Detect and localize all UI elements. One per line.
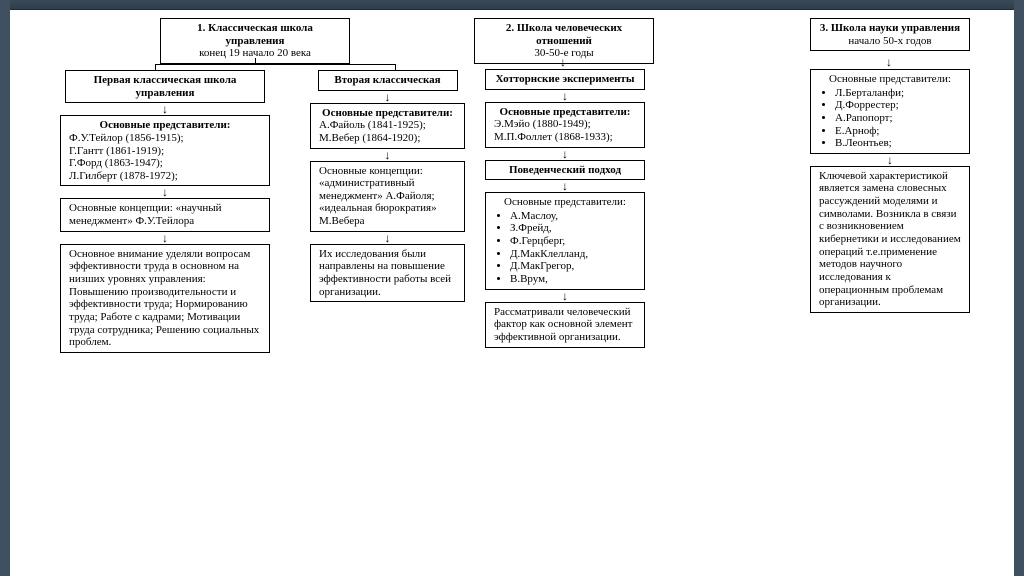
school3-reps-list: Л.Берталанфи; Д.Форрестер; А.Рапопорт; Е… [819, 87, 961, 150]
school1-title: 1. Классическая школа управления [169, 22, 341, 47]
school2-reps: Основные представители: Э.Мэйо (1880-194… [485, 102, 645, 148]
arrow-down-icon: ↓ [162, 186, 168, 198]
arrow-down-icon: ↓ [162, 232, 168, 244]
school3-desc: Ключевой характеристикой является замена… [810, 166, 970, 313]
arrow-down-icon: ↓ [562, 90, 568, 102]
branch-a-concepts: Основные концепции: «научный менеджмент»… [60, 198, 270, 231]
school2-title: 2. Школа человеческих отношений [483, 22, 645, 47]
beh-reps-list: А.Маслоу, З.Фрейд, Ф.Герцберг, Д.МакКлел… [494, 210, 636, 286]
arrow-down-icon: ↓ [886, 56, 892, 68]
school2-desc: Рассматривали человеческий фактор как ос… [485, 302, 645, 348]
arrow-down-icon: ↓ [562, 148, 568, 160]
col-science-mgmt: Основные представители: Л.Берталанфи; Д.… [810, 69, 970, 313]
branch-a-reps: Основные представители: Ф.У.Тейлор (1856… [60, 115, 270, 186]
presentation-top-banner [10, 0, 1014, 10]
arrow-down-icon: ↓ [560, 56, 566, 68]
arrow-down-icon: ↓ [385, 149, 391, 161]
branch-b-desc: Их исследования были направлены на повыш… [310, 244, 465, 303]
connector [155, 64, 395, 65]
slide-content: 1. Классическая школа управления конец 1… [10, 10, 1014, 576]
school3-reps: Основные представители: Л.Берталанфи; Д.… [810, 69, 970, 154]
arrow-down-icon: ↓ [562, 180, 568, 192]
school3-sub: начало 50-х годов [819, 35, 961, 48]
arrow-down-icon: ↓ [162, 103, 168, 115]
branch-b-concepts: Основные концепции: «административный ме… [310, 161, 465, 232]
branch-b-title: Вторая классическая [318, 70, 458, 91]
branch-b-reps: Основные представители: А.Файоль (1841-1… [310, 103, 465, 149]
school3-title: 3. Школа науки управления [819, 22, 961, 35]
exp-title: Хотторнские эксперименты [485, 69, 645, 90]
branch-a-desc: Основное внимание уделяли вопросам эффек… [60, 244, 270, 353]
school3-header: 3. Школа науки управления начало 50-х го… [810, 18, 970, 51]
beh-title: Поведенческий подход [485, 160, 645, 181]
col-second-classical: Вторая классическая ↓ Основные представи… [310, 70, 465, 302]
branch-a-title: Первая классическая школа управления [65, 70, 265, 103]
arrow-down-icon: ↓ [887, 154, 893, 166]
col-first-classical: Первая классическая школа управления ↓ О… [60, 70, 270, 353]
arrow-down-icon: ↓ [385, 232, 391, 244]
arrow-down-icon: ↓ [385, 91, 391, 103]
beh-reps: Основные представители: А.Маслоу, З.Фрей… [485, 192, 645, 289]
col-human-relations: Хотторнские эксперименты ↓ Основные пред… [485, 69, 645, 348]
arrow-down-icon: ↓ [562, 290, 568, 302]
